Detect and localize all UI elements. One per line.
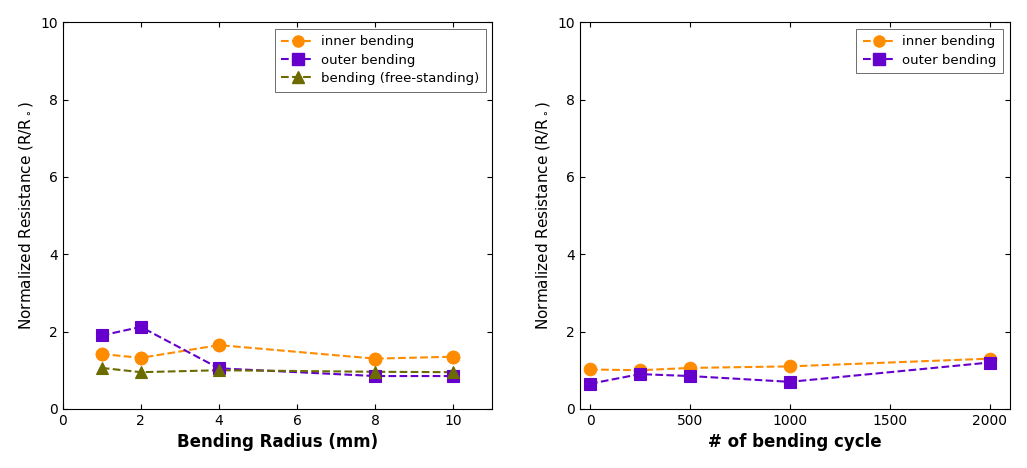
Y-axis label: Normalized Resistance (R/R$_\circ$): Normalized Resistance (R/R$_\circ$) (16, 101, 35, 330)
Legend: inner bending, outer bending, bending (free-standing): inner bending, outer bending, bending (f… (274, 29, 486, 92)
Y-axis label: Normalized Resistance (R/R$_\circ$): Normalized Resistance (R/R$_\circ$) (534, 101, 551, 330)
X-axis label: Bending Radius (mm): Bending Radius (mm) (177, 433, 378, 451)
Legend: inner bending, outer bending: inner bending, outer bending (855, 29, 1003, 73)
X-axis label: # of bending cycle: # of bending cycle (708, 433, 881, 451)
